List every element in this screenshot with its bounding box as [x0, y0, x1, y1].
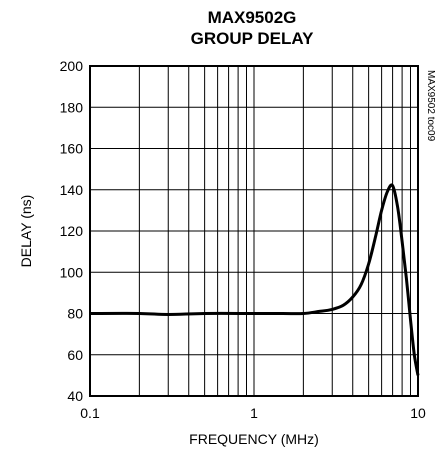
x-axis-label: FREQUENCY (MHz): [189, 431, 319, 447]
y-tick-label: 60: [67, 347, 83, 363]
grid-lines: [90, 66, 418, 396]
chart-annotation: MAX9502 toc09: [425, 70, 436, 142]
data-series: [89, 183, 420, 376]
x-tick-label: 1: [250, 405, 258, 421]
y-tick-label: 100: [60, 264, 84, 280]
x-tick-label: 0.1: [80, 405, 100, 421]
delay-curve: [89, 183, 420, 376]
chart-title: MAX9502G: [208, 8, 297, 27]
y-tick-label: 40: [67, 388, 83, 404]
y-tick-label: 180: [60, 99, 84, 115]
y-tick-label: 200: [60, 58, 84, 74]
y-tick-label: 160: [60, 141, 84, 157]
x-tick-label: 10: [410, 405, 426, 421]
y-tick-label: 120: [60, 223, 84, 239]
y-axis-label: DELAY (ns): [18, 195, 34, 268]
y-tick-label: 140: [60, 182, 84, 198]
axis-tick-labels: 40 60 80 100 120 140 160 180 200 0.1 1 10: [60, 58, 426, 421]
plot-frame: [89, 65, 419, 397]
chart-subtitle: GROUP DELAY: [191, 29, 314, 48]
y-tick-label: 80: [67, 306, 83, 322]
